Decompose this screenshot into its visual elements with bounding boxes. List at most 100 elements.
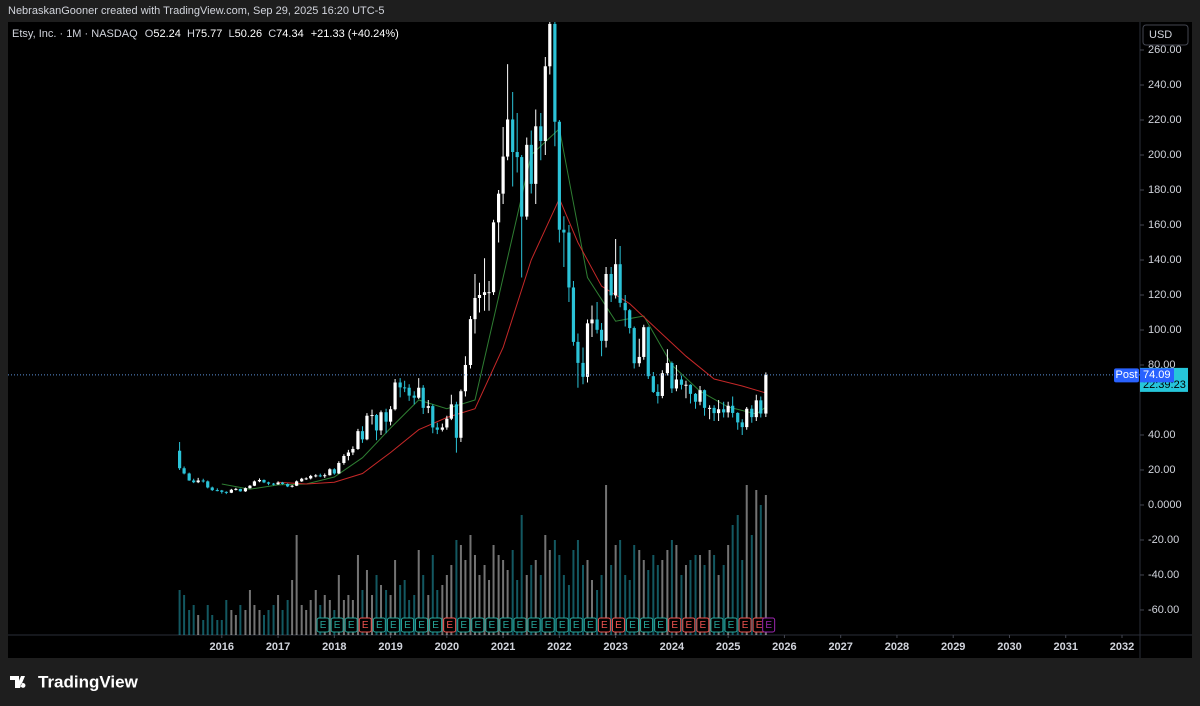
candle-body [604, 273, 608, 341]
volume-bar [347, 595, 350, 635]
earnings-box [541, 617, 555, 633]
candle-body [609, 273, 613, 296]
volume-bar [272, 605, 275, 635]
candle-body [759, 400, 763, 414]
volume-bar [234, 615, 237, 635]
volume-bar [502, 560, 505, 635]
candle-body [468, 319, 473, 365]
earnings-label: E [643, 620, 650, 631]
moving-averages [221, 127, 767, 490]
attribution: NebraskanGooner created with TradingView… [8, 5, 384, 17]
volume-bar [371, 595, 374, 635]
x-tick-label: 2024 [660, 641, 685, 653]
volume-bar [506, 570, 509, 635]
y-tick-label: 180.00 [1148, 184, 1182, 196]
x-tick-label: 2017 [266, 641, 290, 653]
high-label: H [187, 28, 195, 40]
volume-bar [248, 590, 251, 635]
earnings-label: E [517, 620, 524, 631]
candle-body [571, 287, 576, 342]
candle-body [515, 152, 519, 158]
volume-bar [666, 550, 669, 635]
high-value: 75.77 [195, 28, 223, 40]
open-label: O [145, 28, 154, 40]
candle-body [543, 66, 547, 141]
candle-body [248, 485, 252, 489]
volume-bar [328, 600, 331, 635]
earnings-box [429, 617, 443, 633]
volume-bar [596, 590, 599, 635]
candle-body [581, 362, 585, 377]
volume-bar [572, 550, 575, 635]
x-tick-label: 2029 [941, 641, 965, 653]
candle-body [196, 480, 200, 483]
currency[interactable]: USD [1149, 29, 1172, 41]
earnings-box [344, 617, 358, 633]
brand-logo: TradingView [10, 672, 139, 691]
volume-bar [239, 605, 242, 635]
currency-button[interactable] [1142, 24, 1189, 46]
earnings-box [640, 617, 654, 633]
volume-bar [722, 565, 725, 635]
candle-body [300, 478, 304, 482]
y-tick-label: -20.00 [1148, 534, 1179, 546]
candle-body [182, 468, 186, 474]
candle-body [252, 481, 257, 486]
volume-bar [539, 575, 542, 635]
earnings-box [762, 617, 776, 633]
volume-bar [736, 515, 739, 635]
earnings-box [583, 617, 597, 633]
symbol-title: Etsy, Inc. · 1M · NASDAQ [12, 28, 138, 40]
earnings-label: E [671, 620, 678, 631]
volume-bar [562, 575, 565, 635]
axes: 260.00 240.00 220.00 200.00 180.00 160.00 140.… [210, 44, 1182, 653]
candle-body [674, 379, 678, 389]
y-tick-label: 100.00 [1148, 324, 1182, 336]
candle-body [722, 409, 726, 413]
moving-average [221, 127, 767, 490]
volume-bar [211, 615, 214, 635]
legend: Etsy, Inc. · 1M · NASDAQ O52.24 H75.77 L… [12, 28, 399, 40]
volume-bar [394, 560, 397, 635]
candle-body [360, 431, 365, 440]
volume-bar [323, 595, 326, 635]
volume-bar [197, 615, 200, 635]
candle-body [487, 292, 491, 294]
earnings-box [485, 617, 499, 633]
volume-bar [576, 540, 579, 635]
volume-bar [436, 590, 439, 635]
volume-bar [624, 575, 627, 635]
earnings-box [724, 617, 738, 633]
volume-bar [741, 560, 744, 635]
candle-body [206, 481, 210, 488]
x-tick-label: 2026 [772, 641, 796, 653]
volume-bar [544, 535, 547, 635]
candle-body [716, 409, 721, 414]
volume-bar [530, 565, 533, 635]
volume-bar [708, 550, 711, 635]
volume-bar [188, 610, 191, 635]
volume-bar [422, 575, 425, 635]
volume-bar [534, 560, 537, 635]
volume-bar [295, 535, 298, 635]
volume-bar [483, 565, 486, 635]
volume-bar [230, 610, 233, 635]
volume-bar [511, 550, 514, 635]
volume-bar [750, 535, 753, 635]
x-tick-label: 2018 [322, 641, 346, 653]
candle-body [736, 412, 740, 423]
candle-body [740, 422, 744, 428]
candle-body [567, 232, 571, 288]
candle-body [266, 482, 271, 484]
earnings-label: E [489, 620, 496, 631]
candle-body [393, 382, 397, 410]
earnings-label: E [460, 620, 467, 631]
candle-body [187, 473, 191, 481]
volume-bar [267, 610, 270, 635]
volume-bar [183, 595, 186, 635]
candle-body [693, 393, 698, 402]
volume-bar [225, 600, 228, 635]
earnings-label: E [742, 620, 749, 631]
earnings-label: E [700, 620, 707, 631]
candle-body [623, 302, 627, 311]
